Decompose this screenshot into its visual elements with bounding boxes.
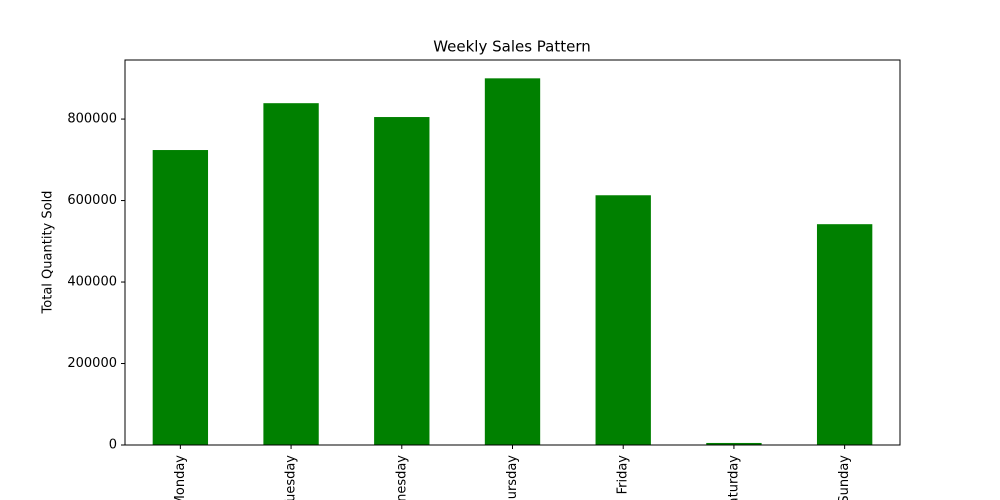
x-tick-label: Tuesday <box>284 455 299 500</box>
bar <box>816 224 873 445</box>
y-tick-label: 0 <box>109 438 117 453</box>
y-tick-label: 400000 <box>67 275 117 290</box>
x-tick-label: Friday <box>616 455 631 495</box>
bar <box>484 78 541 445</box>
plot-frame <box>124 59 901 446</box>
bar <box>263 103 319 446</box>
bar <box>152 150 209 445</box>
y-tick-label: 200000 <box>67 356 117 371</box>
chart-title: Weekly Sales Pattern <box>433 38 591 56</box>
y-tick-label: 800000 <box>67 112 117 127</box>
y-tick-label: 600000 <box>67 193 117 208</box>
bar <box>706 442 762 445</box>
y-axis-label: Total Quantity Sold <box>41 191 56 315</box>
x-tick-label: Saturday <box>726 455 741 500</box>
bar <box>374 117 430 445</box>
x-tick-label: Wednesday <box>394 455 409 500</box>
x-tick-label: Monday <box>173 455 188 500</box>
x-tick-label: Sunday <box>837 455 852 500</box>
bar <box>595 195 651 445</box>
x-tick-label: Thursday <box>505 455 520 500</box>
